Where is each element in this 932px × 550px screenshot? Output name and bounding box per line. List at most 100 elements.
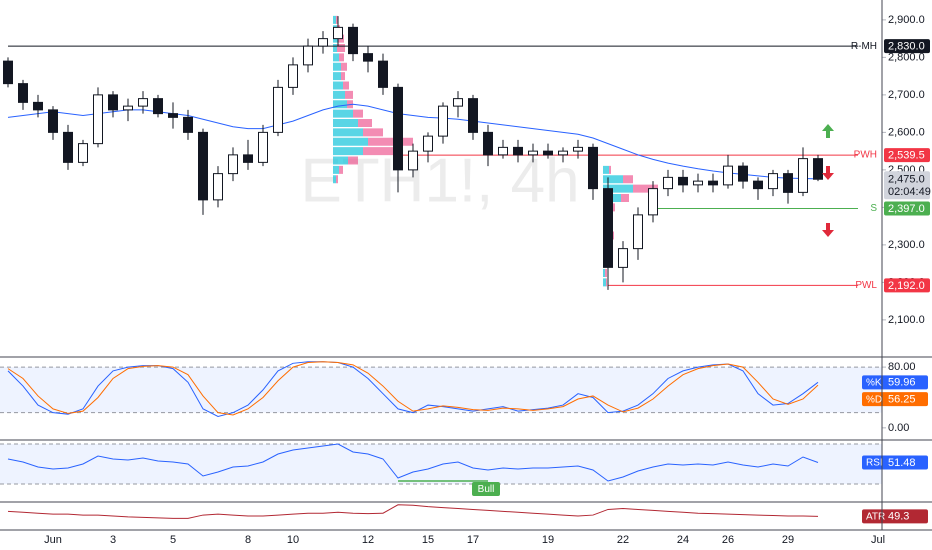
y-tick-label: 2,100.0 (888, 314, 925, 326)
band (0, 444, 882, 484)
profile-buy (333, 128, 363, 137)
candle-body (363, 53, 373, 62)
profile-sell (339, 165, 343, 174)
candle-body (138, 98, 148, 107)
candle-body (63, 131, 73, 163)
profile-sell (348, 156, 358, 165)
level-value: 2,830.0 (888, 41, 925, 53)
candle-body (318, 38, 328, 47)
candle-body (588, 146, 598, 190)
candle-body (423, 135, 433, 152)
candle-body (93, 94, 103, 145)
x-tick-label: 19 (542, 534, 554, 546)
level-value: 2,397.0 (888, 203, 925, 215)
indicator-line (7, 361, 819, 417)
candle-body (258, 131, 268, 163)
candle-body (183, 116, 193, 133)
profile-buy (333, 44, 337, 52)
profile-buy (603, 278, 606, 287)
x-tick-label: 26 (722, 534, 734, 546)
candle-body (813, 158, 823, 180)
candle-body (558, 150, 568, 156)
level-value-box (884, 278, 930, 293)
band (0, 367, 882, 413)
y-tick-label: 2,700.0 (888, 89, 925, 101)
up-arrow (822, 124, 834, 138)
profile-buy (603, 184, 633, 193)
x-tick-label: 10 (287, 534, 299, 546)
candle-body (408, 150, 418, 171)
candle-body (543, 150, 553, 156)
indicator-value: 59.96 (888, 377, 916, 389)
profile-buy (333, 53, 339, 62)
level-name: PWH (854, 150, 877, 161)
candle-body (738, 165, 748, 182)
profile-buy (333, 90, 345, 99)
candle-body (18, 83, 28, 103)
annotation-label: Bull (478, 484, 495, 495)
profile-buy (333, 62, 341, 71)
candle-body (273, 86, 283, 133)
indicator-line (7, 504, 819, 519)
candle-body (78, 143, 88, 163)
candle-body (498, 146, 508, 156)
candle-body (168, 113, 178, 118)
level-name: S (870, 203, 877, 214)
x-tick-label: 3 (110, 534, 116, 546)
candle-body (288, 64, 298, 88)
profile-buy (333, 137, 368, 146)
candle-body (573, 146, 583, 152)
candle-body (483, 131, 493, 156)
x-tick-label: 17 (467, 534, 479, 546)
candle-body (768, 173, 778, 190)
x-tick-label: 24 (677, 534, 689, 546)
profile-sell (623, 175, 633, 184)
candle-body (348, 26, 358, 55)
profile-sell (337, 44, 345, 52)
candle-body (393, 86, 403, 171)
profile-buy (333, 119, 358, 127)
profile-sell (368, 137, 413, 146)
y-tick-label: 2,800.0 (888, 51, 925, 63)
indicator-tag (862, 392, 928, 407)
y-tick-label: 2,900.0 (888, 14, 925, 26)
profile-buy (333, 72, 341, 81)
candle-body (663, 176, 673, 190)
profile-buy (603, 175, 623, 184)
indicator-name: ATR (866, 511, 885, 522)
profile-buy (603, 165, 609, 174)
indicator-name: %D (866, 394, 882, 405)
level-value: 2,539.5 (888, 149, 925, 161)
candle-body (633, 214, 643, 250)
candle-body (333, 26, 343, 40)
level-value-box (884, 39, 930, 54)
candle-body (378, 60, 388, 88)
candle-body (153, 98, 163, 115)
candle-body (648, 188, 658, 216)
profile-buy (333, 147, 363, 156)
x-tick-label: 22 (617, 534, 629, 546)
profile-sell (605, 269, 607, 277)
profile-sell (363, 128, 383, 137)
candle-body (123, 105, 133, 111)
profile-sell (353, 109, 363, 118)
indicator-line (7, 361, 819, 416)
level-value: 2,192.0 (888, 280, 925, 292)
annotation-box (472, 482, 500, 496)
y-tick-label: 0.00 (888, 422, 909, 434)
y-tick-label: 2,300.0 (888, 239, 925, 251)
profile-buy (333, 156, 348, 165)
x-tick-label: Jun (44, 534, 62, 546)
indicator-name: RSI (866, 458, 883, 469)
candle-body (228, 154, 238, 175)
profile-buy (333, 165, 339, 174)
y-tick-label: 2,600.0 (888, 126, 925, 138)
indicator-tag (862, 509, 928, 524)
candle-body (693, 180, 703, 186)
profile-buy (333, 100, 347, 109)
profile-sell (609, 165, 611, 174)
candle-body (453, 98, 463, 107)
profile-sell (341, 72, 345, 81)
